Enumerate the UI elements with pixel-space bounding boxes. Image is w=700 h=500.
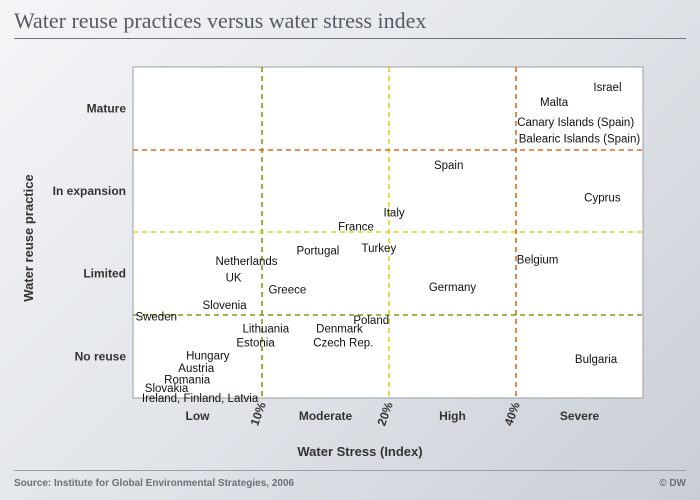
country-label: Estonia	[236, 337, 275, 349]
country-label: Cyprus	[584, 193, 621, 205]
country-label: Italy	[384, 207, 405, 219]
credit-note: © DW	[659, 478, 686, 489]
x-axis-title: Water Stress (Index)	[297, 444, 422, 459]
country-label: Malta	[540, 97, 569, 109]
country-label: Greece	[269, 284, 307, 296]
country-label: Ireland, Finland, Latvia	[142, 393, 259, 405]
country-label: Austria	[178, 363, 214, 375]
country-label: Portugal	[296, 245, 339, 257]
x-category-label: Moderate	[299, 409, 353, 423]
country-label: France	[338, 221, 374, 233]
y-category-label: No reuse	[75, 350, 127, 364]
country-label: Slovakia	[145, 383, 189, 395]
country-label: Poland	[353, 315, 389, 327]
footer-divider	[14, 470, 686, 471]
country-label: Sweden	[135, 312, 177, 324]
y-category-label: In expansion	[53, 184, 126, 198]
country-label: Slovenia	[203, 300, 248, 312]
country-label: Germany	[429, 282, 477, 294]
y-axis-title: Water reuse practice	[21, 174, 36, 301]
country-label: Romania	[164, 375, 211, 387]
source-note: Source: Institute for Global Environment…	[14, 478, 295, 489]
x-threshold-label: 20%	[374, 400, 395, 428]
scatter-chart: No reuse Limited In expansion Mature Low Mod…	[21, 66, 644, 459]
country-label: Turkey	[361, 243, 396, 255]
y-category-label: Mature	[87, 102, 127, 116]
title-divider	[14, 38, 686, 39]
country-label: Canary Islands (Spain)	[517, 117, 634, 129]
x-category-label: High	[439, 409, 466, 423]
country-label: Spain	[434, 160, 463, 172]
page-title: Water reuse practices versus water stres…	[14, 8, 427, 33]
x-category-label: Severe	[560, 409, 600, 423]
country-label: Denmark	[316, 323, 363, 335]
country-label: UK	[226, 273, 242, 285]
x-threshold-label: 40%	[501, 400, 522, 428]
country-label: Lithuania	[242, 323, 289, 335]
country-label: Bulgaria	[575, 354, 618, 366]
country-label: Czech Rep.	[313, 337, 373, 349]
country-label: Belgium	[517, 254, 559, 266]
country-label: Israel	[593, 82, 621, 94]
country-label: Netherlands	[216, 256, 278, 268]
y-category-label: Limited	[83, 267, 126, 281]
country-label: Hungary	[186, 351, 230, 363]
x-category-label: Low	[186, 409, 211, 423]
country-label: Balearic Islands (Spain)	[519, 133, 641, 145]
